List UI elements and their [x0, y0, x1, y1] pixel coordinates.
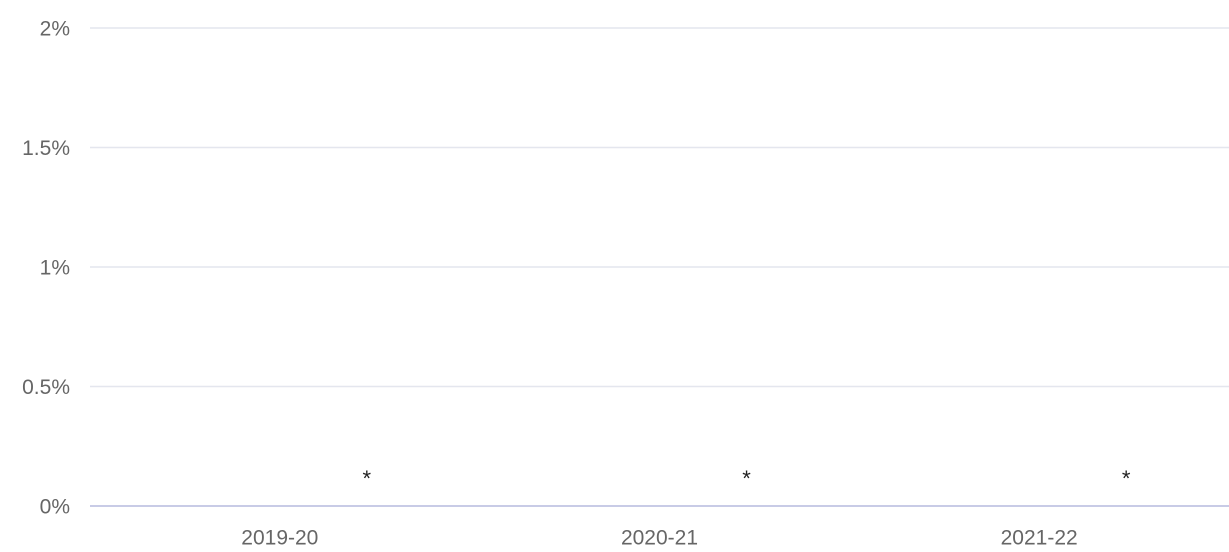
x-tick-label: 2019-20 — [241, 527, 318, 550]
x-tick-label: 2020-21 — [621, 527, 698, 550]
y-tick-label: 1.5% — [22, 137, 70, 160]
value-label: * — [363, 466, 372, 491]
x-tick-label: 2021-22 — [1001, 527, 1078, 550]
y-tick-label: 0% — [40, 496, 70, 519]
value-label: * — [1122, 466, 1131, 491]
y-tick-label: 1% — [40, 257, 70, 280]
y-tick-label: 2% — [40, 18, 70, 41]
value-label: * — [742, 466, 751, 491]
y-tick-label: 0.5% — [22, 376, 70, 399]
